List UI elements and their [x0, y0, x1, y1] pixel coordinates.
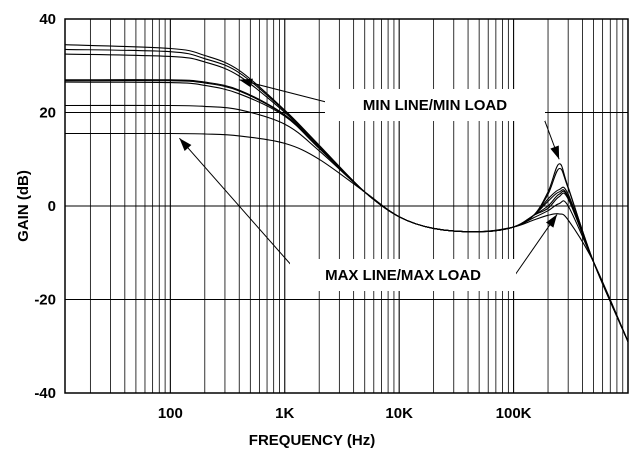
y-tick-label: -20: [34, 292, 56, 309]
annotation-arrowhead: [550, 145, 560, 160]
annotation-arrowhead: [179, 138, 192, 151]
annotation-arrow-line: [239, 79, 331, 104]
x-tick-label: 100: [158, 405, 183, 422]
annotation-min-line-min-load: MIN LINE/MIN LOAD: [325, 89, 545, 121]
series-line-8: [64, 132, 629, 342]
y-tick-label: 40: [39, 11, 56, 28]
annotation-arrowhead: [545, 214, 558, 228]
x-axis-label: FREQUENCY (Hz): [249, 432, 375, 449]
y-axis-label: GAIN (dB): [15, 170, 32, 242]
annotation-layer: MIN LINE/MIN LOAD MAX LINE/MAX LOAD: [179, 78, 560, 291]
x-tick-label: 10K: [385, 405, 413, 422]
annotation-arrowhead: [239, 78, 253, 88]
annotation-max-line-max-load: MAX LINE/MAX LOAD: [290, 259, 516, 291]
annotation-arrow-line: [179, 137, 301, 276]
series-layer: [64, 44, 629, 342]
x-tick-label: 1K: [275, 405, 294, 422]
x-tick-label: 100K: [496, 405, 532, 422]
annotation-box: [290, 259, 516, 291]
series-line-7: [64, 104, 629, 342]
annotation-box: [325, 89, 545, 121]
y-tick-label: -40: [34, 385, 56, 402]
annotation-min-line-min-load-label: MIN LINE/MIN LOAD: [363, 97, 507, 114]
y-tick-label: 0: [48, 198, 56, 215]
series-line-6: [64, 81, 629, 342]
axes: [64, 18, 629, 394]
y-tick-label: 20: [39, 105, 56, 122]
annotation-max-line-max-load-label: MAX LINE/MAX LOAD: [325, 267, 481, 284]
plot-frame: [64, 18, 629, 394]
tick-labels: 100 1K 10K 100K 40 20 0 -20 -40: [34, 11, 531, 422]
